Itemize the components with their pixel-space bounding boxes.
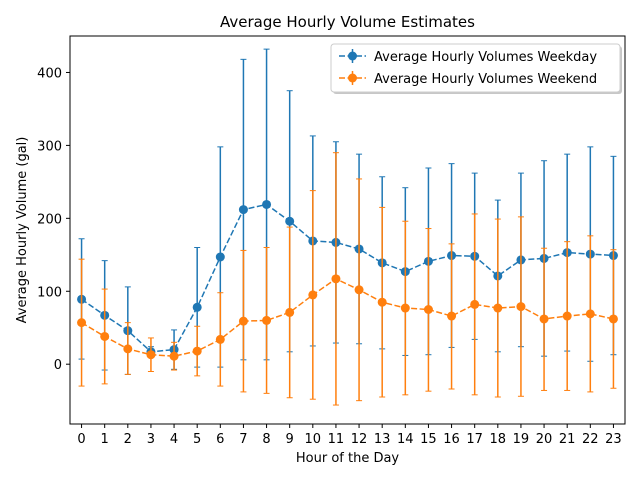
data-point [238, 205, 248, 215]
x-tick-label: 0 [77, 432, 85, 447]
data-point [262, 199, 272, 209]
x-tick-label: 17 [466, 432, 483, 447]
plot-frame [69, 35, 626, 425]
legend-label: Average Hourly Volumes Weekday [374, 50, 597, 65]
y-axis-title: Average Hourly Volume (gal) [15, 137, 30, 324]
data-point [585, 309, 595, 319]
legend-marker [348, 51, 357, 61]
data-point [285, 216, 295, 226]
x-tick-label: 4 [170, 432, 178, 447]
x-tick-label: 1 [101, 432, 109, 447]
x-tick-label: 21 [559, 432, 576, 447]
data-point [238, 316, 248, 326]
data-point [262, 315, 272, 325]
x-tick-label: 14 [397, 432, 414, 447]
data-point [400, 303, 410, 313]
x-axis-title: Hour of the Day [296, 451, 400, 466]
data-point [539, 314, 549, 324]
x-tick-label: 15 [420, 432, 437, 447]
data-point [192, 302, 202, 312]
y-tick-label: 100 [37, 285, 62, 300]
data-point [192, 346, 202, 356]
data-point [608, 314, 618, 324]
y-tick-label: 0 [54, 358, 62, 373]
x-tick-label: 20 [536, 432, 553, 447]
x-tick-label: 22 [582, 432, 599, 447]
data-point [516, 302, 526, 312]
data-point [100, 331, 110, 341]
y-tick-label: 300 [37, 139, 62, 154]
data-point [493, 303, 503, 313]
y-tick-label: 400 [37, 66, 62, 81]
x-tick-label: 3 [147, 432, 155, 447]
x-tick-label: 18 [490, 432, 507, 447]
legend-marker [348, 73, 357, 83]
data-point [215, 334, 225, 344]
data-point [123, 344, 133, 354]
x-tick-label: 6 [216, 432, 224, 447]
data-point [354, 285, 364, 295]
x-tick-label: 8 [262, 432, 270, 447]
legend-label: Average Hourly Volumes Weekend [374, 72, 597, 87]
data-point [285, 307, 295, 317]
series-2 [77, 152, 618, 406]
axes: 0 1 2 3 4 5 6 7 8 9 10 11 12 13 14 15 16 17 18 19 20 21 22 2301… [37, 66, 622, 447]
y-tick-label: 200 [37, 212, 62, 227]
x-tick-label: 7 [239, 432, 247, 447]
data-point [423, 304, 433, 314]
data-point [77, 318, 87, 328]
data-point [377, 297, 387, 307]
x-tick-label: 19 [513, 432, 530, 447]
x-tick-label: 11 [328, 432, 345, 447]
plot-area [77, 48, 618, 406]
data-point [562, 311, 572, 321]
data-point [470, 299, 480, 309]
x-tick-label: 12 [351, 432, 368, 447]
x-tick-label: 16 [443, 432, 460, 447]
chart-title: Average Hourly Volume Estimates [220, 13, 475, 31]
x-tick-label: 23 [605, 432, 622, 447]
data-point [308, 290, 318, 300]
data-point [169, 351, 179, 361]
x-tick-label: 9 [286, 432, 294, 447]
data-point [447, 311, 457, 321]
x-tick-label: 10 [305, 432, 322, 447]
data-point [331, 274, 341, 284]
legend-box [330, 43, 621, 93]
data-point [215, 252, 225, 262]
data-point [146, 350, 156, 360]
x-tick-label: 2 [124, 432, 132, 447]
legend: Average Hourly Volumes Weekday Average Ho… [330, 43, 622, 94]
x-tick-label: 13 [374, 432, 391, 447]
x-tick-label: 5 [193, 432, 201, 447]
